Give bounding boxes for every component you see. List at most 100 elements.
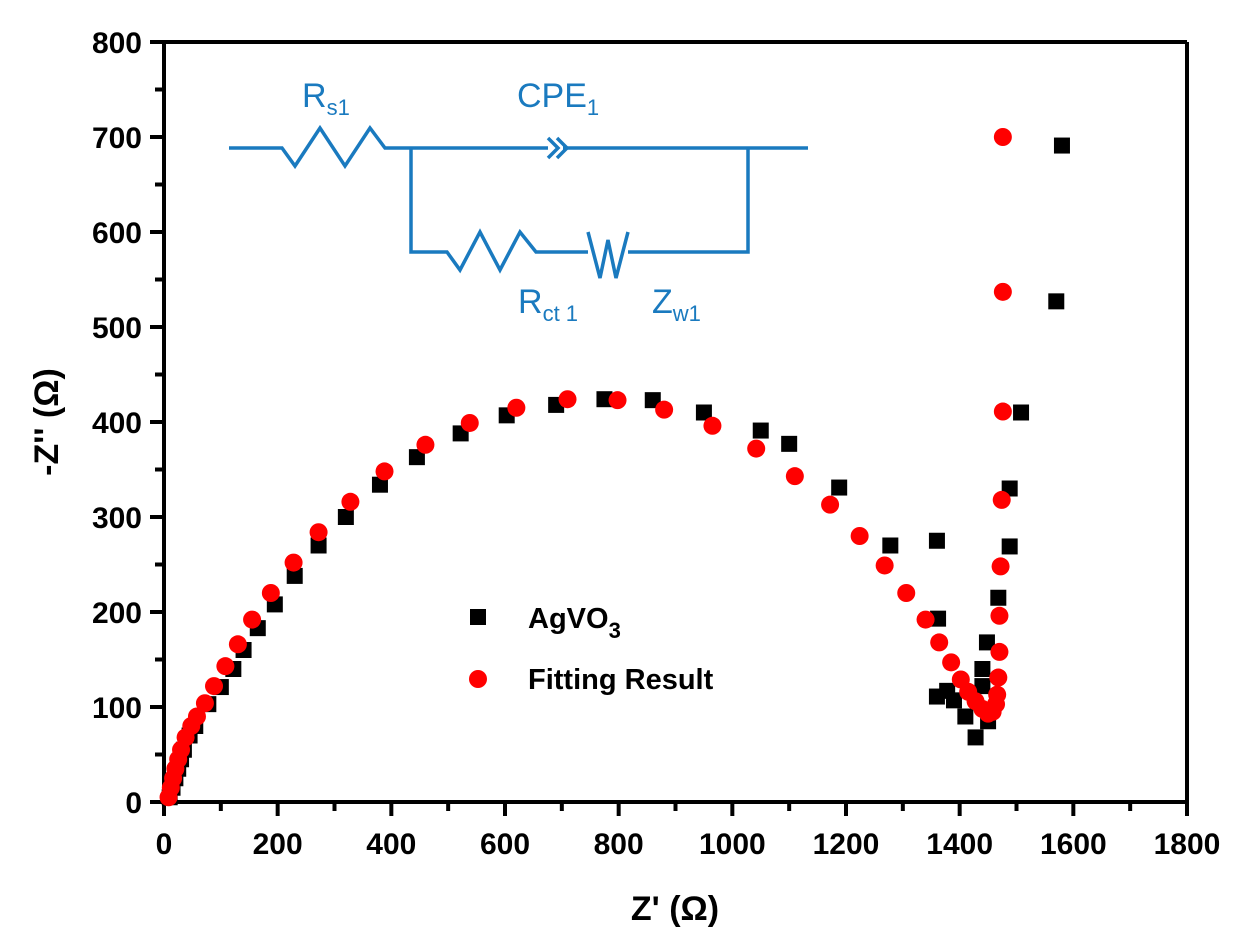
circuit-label-rs1: Rs1 <box>302 77 350 120</box>
data-point-circle <box>608 391 627 410</box>
data-point-circle <box>897 584 916 602</box>
circuit-wire-main <box>229 124 808 170</box>
data-point-circle <box>195 694 214 713</box>
data-point-square <box>831 479 848 496</box>
data-point-circle <box>261 584 280 602</box>
circuit-wire-branch <box>409 148 750 274</box>
data-point-circle <box>821 495 840 514</box>
legend: AgVO3 Fitting Result <box>469 603 714 696</box>
circuit-label-cpe1: CPE1 <box>517 77 599 120</box>
equivalent-circuit-inset: Rs1 CPE1 Rct 1 Zw1 <box>229 77 808 326</box>
data-point-circle <box>309 523 328 542</box>
data-point-circle <box>187 707 206 726</box>
y-axis-title: -Z'' (Ω) <box>28 368 66 476</box>
data-point-square <box>967 729 984 746</box>
data-point-square <box>945 692 962 709</box>
x-tick-label: 600 <box>480 828 530 861</box>
data-point-circle <box>228 635 247 654</box>
data-point-square <box>408 449 425 466</box>
x-tick-label: 1400 <box>926 828 993 861</box>
data-point-circle <box>341 492 360 511</box>
data-point-square <box>371 476 388 493</box>
data-point-square <box>644 392 661 409</box>
data-point-circle <box>416 435 435 454</box>
data-point-circle <box>375 462 394 481</box>
data-point-circle <box>284 553 303 572</box>
data-point-square <box>974 661 991 677</box>
data-point-circle <box>993 282 1012 301</box>
x-tick-label: 1600 <box>1040 828 1107 861</box>
data-point-square <box>928 532 945 549</box>
ticks: 0 200 400 600 800 1000 1200 1400 1600 1800 0 100 200… <box>92 27 1220 861</box>
data-point-circle <box>989 668 1008 687</box>
data-point-circle <box>930 633 949 652</box>
data-point-square <box>310 537 327 554</box>
x-tick-label: 1200 <box>813 828 880 861</box>
data-point-circle <box>243 610 262 629</box>
y-tick-label: 200 <box>92 597 142 630</box>
legend-label-fitting: Fitting Result <box>528 664 714 696</box>
data-point-square <box>596 391 613 408</box>
data-point-square <box>882 537 899 554</box>
data-point-square <box>1013 404 1030 421</box>
data-point-square <box>930 610 947 627</box>
y-tick-label: 800 <box>92 27 142 60</box>
data-point-circle <box>850 527 869 545</box>
data-point-circle <box>216 657 235 676</box>
data-point-square <box>978 634 995 651</box>
circuit-label-zw1: Zw1 <box>652 283 701 326</box>
data-point-square <box>286 567 303 584</box>
series-fitting-result <box>159 128 1012 807</box>
x-tick-label: 1800 <box>1154 828 1221 861</box>
data-point-circle <box>990 642 1009 661</box>
y-tick-label: 600 <box>92 217 142 250</box>
y-tick-label: 400 <box>92 407 142 440</box>
data-point-circle <box>205 677 224 696</box>
series-layer <box>159 128 1070 807</box>
x-tick-label: 400 <box>366 828 416 861</box>
data-point-circle <box>991 557 1010 576</box>
data-point-circle <box>942 653 961 672</box>
data-point-circle <box>460 413 479 432</box>
cpe-icon <box>546 136 570 160</box>
data-point-square <box>1048 293 1065 310</box>
data-point-circle <box>988 685 1007 704</box>
data-point-circle <box>747 439 766 458</box>
data-point-circle <box>655 400 674 419</box>
data-point-square <box>781 435 798 452</box>
y-tick-label: 100 <box>92 692 142 725</box>
y-tick-label: 0 <box>125 787 142 820</box>
y-tick-label: 300 <box>92 502 142 535</box>
data-point-circle <box>785 467 804 486</box>
data-point-circle <box>875 556 894 575</box>
data-point-square <box>337 509 354 525</box>
series-agvo3 <box>161 137 1070 806</box>
y-tick-label: 700 <box>92 122 142 155</box>
data-point-square <box>695 404 712 421</box>
legend-label-agvo3: AgVO3 <box>528 603 621 643</box>
data-point-circle <box>507 398 526 417</box>
data-point-square <box>974 678 991 695</box>
data-point-square <box>1053 137 1070 154</box>
data-point-square <box>990 589 1007 606</box>
data-point-circle <box>916 610 935 629</box>
data-point-square <box>957 708 974 725</box>
data-point-circle <box>993 402 1012 421</box>
data-point-square <box>1001 538 1018 555</box>
data-point-circle <box>992 490 1011 509</box>
warburg-icon <box>586 231 630 279</box>
x-tick-label: 1000 <box>699 828 766 861</box>
y-tick-label: 500 <box>92 312 142 345</box>
legend-marker-fitting <box>469 670 487 688</box>
legend-marker-agvo3 <box>470 609 486 625</box>
data-point-circle <box>990 606 1009 625</box>
data-point-square <box>752 422 769 439</box>
circuit-label-rct1: Rct 1 <box>518 283 578 326</box>
data-point-circle <box>558 390 577 409</box>
x-tick-label: 0 <box>156 828 173 861</box>
x-tick-label: 800 <box>594 828 644 861</box>
data-point-circle <box>703 416 722 435</box>
x-axis-title: Z' (Ω) <box>631 890 719 928</box>
data-point-circle <box>993 128 1012 146</box>
